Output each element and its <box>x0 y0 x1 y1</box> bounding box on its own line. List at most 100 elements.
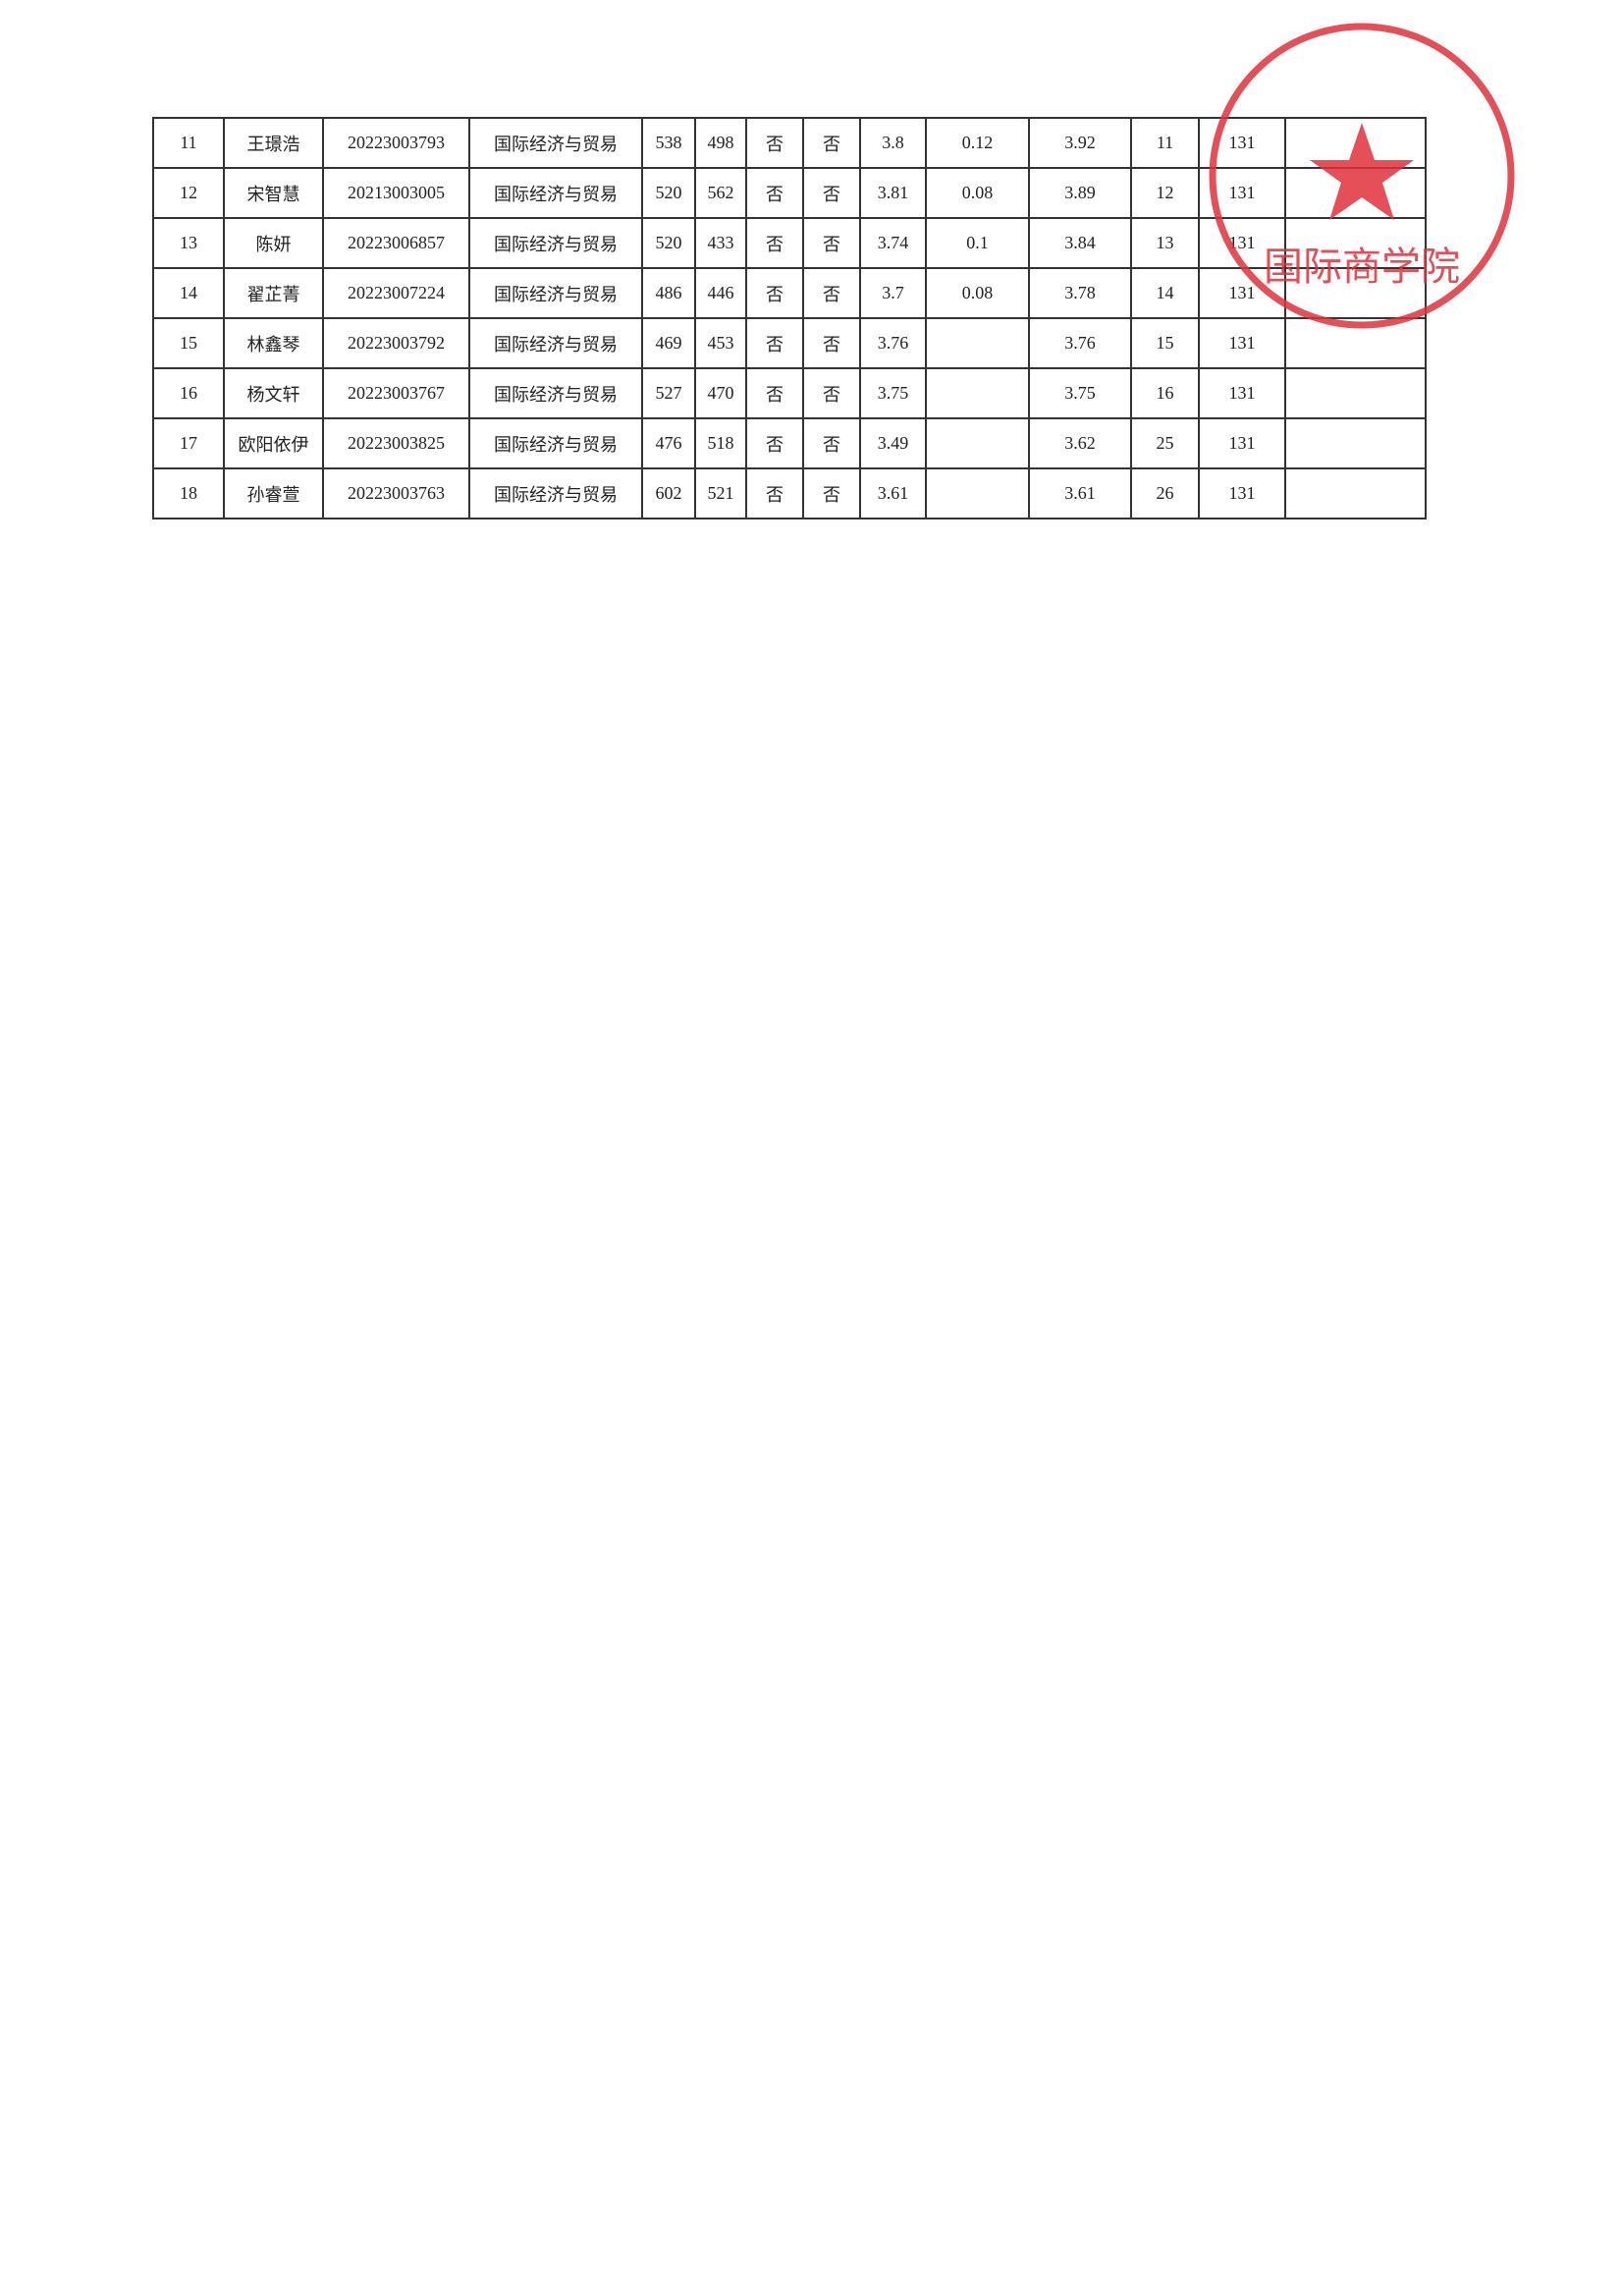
table-cell: 3.61 <box>859 467 927 519</box>
table-cell: 3.49 <box>859 417 927 469</box>
table-cell: 131 <box>1198 417 1286 469</box>
table-cell: 13 <box>1130 217 1200 269</box>
table-cell: 11 <box>1130 117 1200 169</box>
table-row: 13 陈妍 20223006857 国际经济与贸易 520 433 否否 3.74 0.1 3.8… <box>152 217 1427 269</box>
table-cell: 20223003825 <box>322 417 470 469</box>
table-cell: 562 <box>694 167 747 219</box>
table-cell <box>925 367 1030 419</box>
table-cell: 陈妍 <box>223 217 324 269</box>
table-cell: 否 <box>745 417 804 469</box>
table-cell: 林鑫琴 <box>223 317 324 369</box>
table-cell: 12 <box>1130 167 1200 219</box>
table-cell: 否 <box>802 317 861 369</box>
table-cell: 0.12 <box>925 117 1030 169</box>
stamp: 国际商学院 <box>1209 23 1515 329</box>
stamp-star <box>1310 123 1414 220</box>
table-cell: 否 <box>802 217 861 269</box>
table-cell: 486 <box>641 267 696 319</box>
table-cell: 国际经济与贸易 <box>468 217 643 269</box>
table-cell: 3.75 <box>1028 367 1132 419</box>
table-cell: 否 <box>802 417 861 469</box>
table-cell: 国际经济与贸易 <box>468 267 643 319</box>
table-cell: 15 <box>1130 317 1200 369</box>
table-cell: 3.84 <box>1028 217 1132 269</box>
table-row: 11 王璟浩 20223003793 国际经济与贸易 538 498 否否 3.8 0.12 3.… <box>152 117 1427 169</box>
table-cell: 527 <box>641 367 696 419</box>
table-row: 18 孙睿萱 20223003763 国际经济与贸易 602 521 否否 3.61 3.61 2… <box>152 467 1427 519</box>
table-cell: 3.8 <box>859 117 927 169</box>
table-cell: 否 <box>802 467 861 519</box>
table-cell: 否 <box>745 217 804 269</box>
table-cell: 520 <box>641 217 696 269</box>
stamp-ring <box>1209 23 1515 329</box>
table-cell: 20223003792 <box>322 317 470 369</box>
table-cell: 国际经济与贸易 <box>468 317 643 369</box>
table-cell: 453 <box>694 317 747 369</box>
table-cell: 否 <box>802 367 861 419</box>
table-cell: 宋智慧 <box>223 167 324 219</box>
table-cell: 469 <box>641 317 696 369</box>
table-cell: 杨文轩 <box>223 367 324 419</box>
table-cell: 3.89 <box>1028 167 1132 219</box>
score-table: 11 王璟浩 20223003793 国际经济与贸易 538 498 否否 3.8 0.12 3.… <box>152 117 1427 519</box>
table-cell: 王璟浩 <box>223 117 324 169</box>
table-cell: 25 <box>1130 417 1200 469</box>
table-cell: 国际经济与贸易 <box>468 167 643 219</box>
table-row: 14 翟芷菁 20223007224 国际经济与贸易 486 446 否否 3.7 0.08 3.… <box>152 267 1427 319</box>
table-cell <box>1284 267 1427 319</box>
table-cell: 孙睿萱 <box>223 467 324 519</box>
table-cell <box>1284 217 1427 269</box>
table-cell: 16 <box>152 367 225 419</box>
table-cell: 15 <box>152 317 225 369</box>
table-cell: 国际经济与贸易 <box>468 117 643 169</box>
table-cell: 0.1 <box>925 217 1030 269</box>
table-cell: 翟芷菁 <box>223 267 324 319</box>
table-cell: 131 <box>1198 467 1286 519</box>
table-cell: 538 <box>641 117 696 169</box>
table-cell: 否 <box>745 267 804 319</box>
table-cell: 3.81 <box>859 167 927 219</box>
table-cell: 446 <box>694 267 747 319</box>
table-cell: 20223006857 <box>322 217 470 269</box>
table-cell: 否 <box>745 467 804 519</box>
table-cell: 20213003005 <box>322 167 470 219</box>
table-cell <box>925 317 1030 369</box>
table-cell: 否 <box>802 117 861 169</box>
table-cell: 131 <box>1198 317 1286 369</box>
table-cell: 476 <box>641 417 696 469</box>
table-cell: 13 <box>152 217 225 269</box>
table-cell: 20223003767 <box>322 367 470 419</box>
table-cell: 0.08 <box>925 267 1030 319</box>
table-cell: 14 <box>1130 267 1200 319</box>
table-cell: 否 <box>745 117 804 169</box>
table-cell: 14 <box>152 267 225 319</box>
table-cell: 11 <box>152 117 225 169</box>
table-cell: 3.92 <box>1028 117 1132 169</box>
table-cell: 欧阳依伊 <box>223 417 324 469</box>
table-cell: 0.08 <box>925 167 1030 219</box>
table-cell: 3.78 <box>1028 267 1132 319</box>
table-cell <box>1284 467 1427 519</box>
table-cell: 498 <box>694 117 747 169</box>
table-cell: 20223007224 <box>322 267 470 319</box>
table-cell: 16 <box>1130 367 1200 419</box>
table-cell: 否 <box>802 267 861 319</box>
table-cell: 520 <box>641 167 696 219</box>
table-cell: 470 <box>694 367 747 419</box>
table-cell <box>1284 367 1427 419</box>
table-cell: 3.61 <box>1028 467 1132 519</box>
table-cell: 否 <box>802 167 861 219</box>
table-cell: 521 <box>694 467 747 519</box>
table-cell: 国际经济与贸易 <box>468 417 643 469</box>
table-cell: 602 <box>641 467 696 519</box>
table-cell: 3.76 <box>859 317 927 369</box>
table-row: 17 欧阳依伊 20223003825 国际经济与贸易 476 518 否否 3.49 3.62… <box>152 417 1427 469</box>
table-cell: 国际经济与贸易 <box>468 367 643 419</box>
table-cell: 否 <box>745 317 804 369</box>
table-row: 16 杨文轩 20223003767 国际经济与贸易 527 470 否否 3.75 3.75 1… <box>152 367 1427 419</box>
table-row: 15 林鑫琴 20223003792 国际经济与贸易 469 453 否否 3.76 3.76 1… <box>152 317 1427 369</box>
table-cell <box>1284 417 1427 469</box>
stamp-label: 国际商学院 <box>1264 245 1460 289</box>
table-cell: 26 <box>1130 467 1200 519</box>
